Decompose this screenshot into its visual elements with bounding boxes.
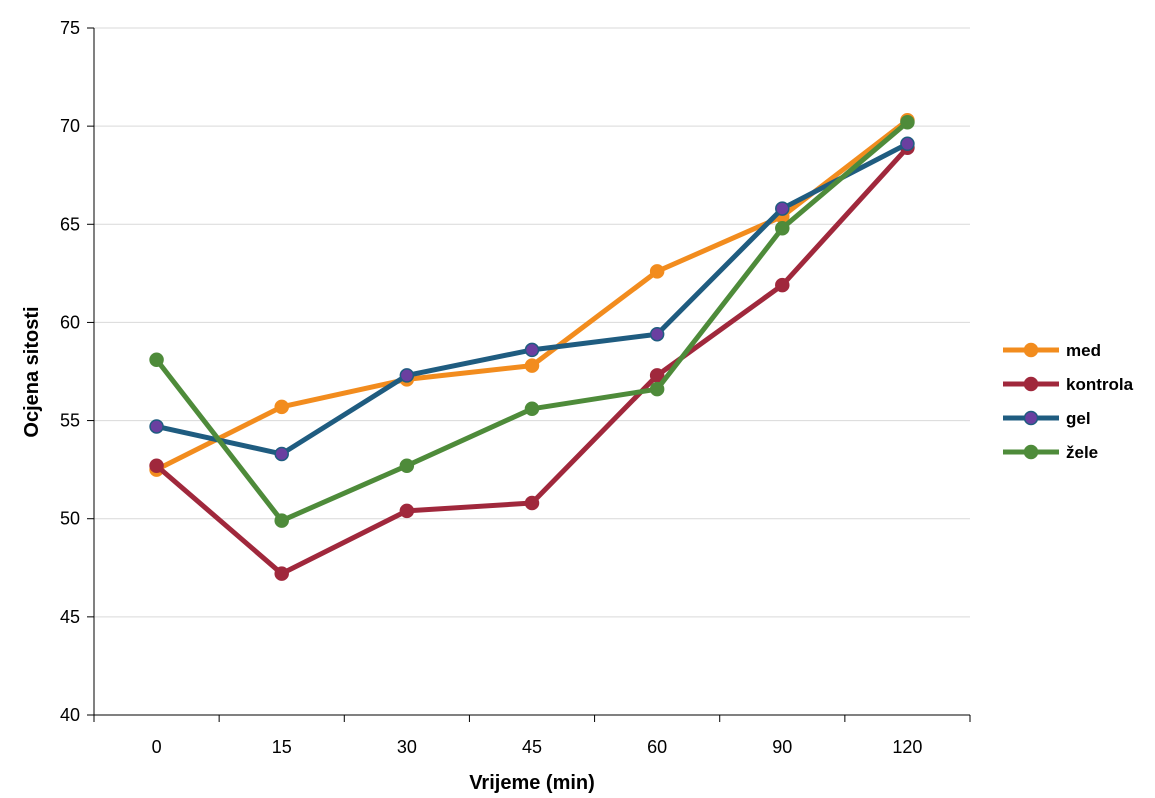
x-tick-label: 60: [647, 737, 667, 757]
x-tick-label: 120: [892, 737, 922, 757]
x-tick-label: 15: [272, 737, 292, 757]
data-point: [775, 277, 790, 293]
data-point: [649, 326, 665, 342]
legend-label: kontrola: [1066, 375, 1134, 394]
data-point: [274, 566, 289, 581]
legend-swatch-marker: [1023, 376, 1039, 392]
data-point: [149, 419, 164, 434]
legend-item-med: med: [1003, 341, 1101, 360]
y-tick-label: 70: [60, 116, 80, 136]
y-axis-title: Ocjena sitosti: [21, 306, 43, 437]
data-point: [274, 446, 289, 462]
series-gel: [149, 136, 915, 462]
legend-swatch-marker: [1023, 410, 1039, 426]
legend-label: med: [1066, 341, 1101, 360]
data-point: [274, 399, 289, 415]
legend-label: žele: [1066, 443, 1098, 462]
data-point: [399, 368, 415, 383]
data-point: [149, 458, 164, 473]
data-point: [149, 352, 164, 367]
series-med: [149, 113, 915, 477]
legend-item-kontrola: kontrola: [1003, 375, 1134, 394]
x-tick-label: 0: [152, 737, 162, 757]
data-point: [524, 401, 540, 417]
data-point: [524, 358, 540, 373]
data-point: [900, 114, 915, 130]
data-point: [775, 201, 790, 216]
legend: med kontrola gel žele: [1003, 341, 1134, 462]
data-point: [649, 264, 665, 279]
y-tick-label: 60: [60, 312, 80, 332]
legend-item-žele: žele: [1003, 443, 1098, 462]
x-axis-title: Vrijeme (min): [469, 772, 595, 794]
series-line: [154, 117, 910, 473]
x-tick-label: 90: [772, 737, 792, 757]
data-point: [524, 342, 540, 358]
legend-swatch-marker: [1023, 444, 1039, 460]
gridlines: [94, 27, 970, 618]
data-point: [775, 220, 790, 236]
y-tick-label: 50: [60, 509, 80, 529]
data-point: [900, 136, 915, 152]
legend-item-gel: gel: [1003, 409, 1091, 428]
legend-swatch-marker: [1023, 342, 1039, 358]
y-tick-label: 55: [60, 411, 80, 431]
legend-label: gel: [1066, 409, 1091, 428]
series-line: [154, 119, 910, 524]
data-point: [649, 381, 665, 397]
y-tick-label: 75: [60, 18, 80, 38]
data-point: [399, 503, 415, 519]
y-tick-label: 40: [60, 705, 80, 725]
y-tick-label: 45: [60, 607, 80, 627]
x-tick-label: 30: [397, 737, 417, 757]
axes: 40 45 50 55 60 65 70 75 0 15 30 45 60 90 120: [60, 18, 971, 757]
data-point: [399, 458, 415, 473]
data-point: [524, 495, 540, 511]
series-lines: [149, 113, 915, 581]
series-žele: [149, 114, 915, 528]
data-point: [274, 513, 289, 528]
x-tick-label: 45: [522, 737, 542, 757]
y-tick-label: 65: [60, 214, 80, 234]
